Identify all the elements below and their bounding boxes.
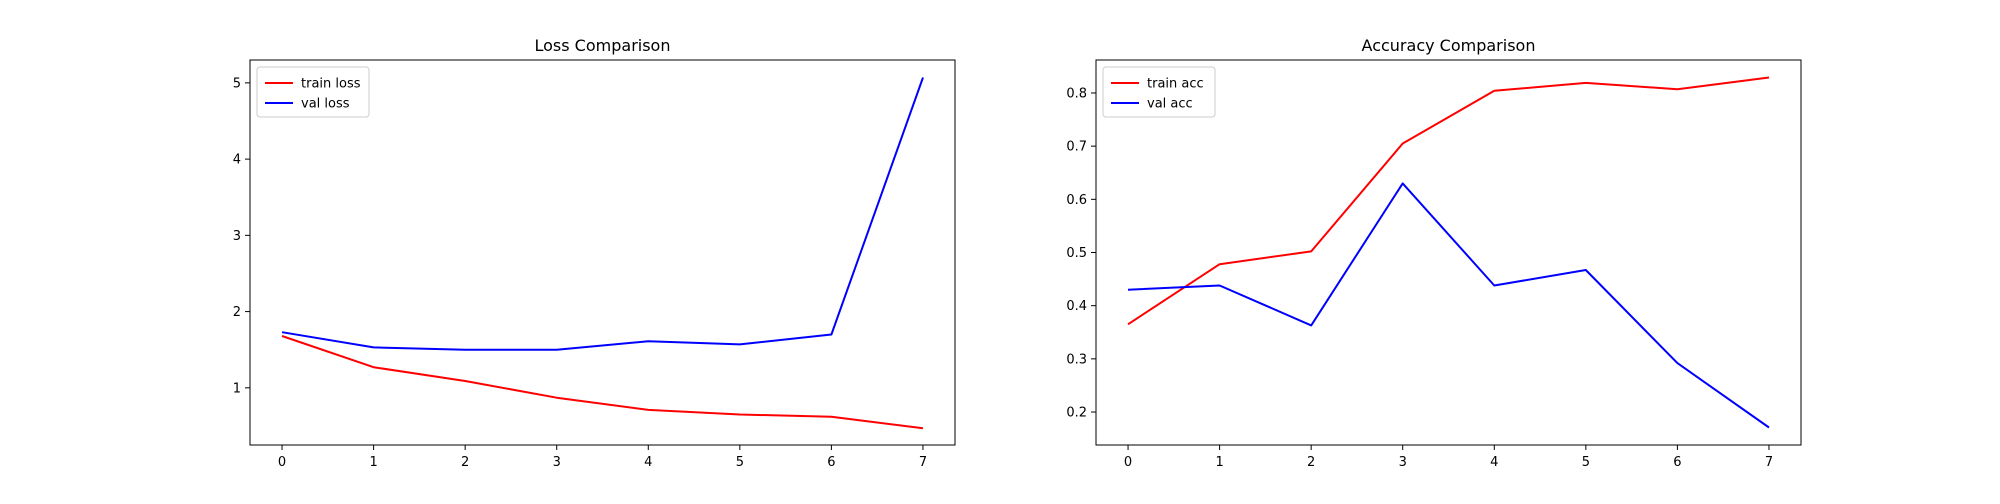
y-tick-label: 0.5 <box>1066 246 1087 261</box>
x-tick-label: 0 <box>1124 455 1132 470</box>
y-tick-label: 0.8 <box>1066 86 1087 101</box>
y-tick-label: 3 <box>233 229 241 244</box>
plot-area <box>1095 59 1802 446</box>
x-tick-label: 0 <box>278 455 286 470</box>
legend <box>1102 66 1216 118</box>
x-tick-label: 4 <box>644 455 652 470</box>
x-tick-label: 5 <box>1582 455 1590 470</box>
val-loss-line <box>281 77 924 351</box>
chart-title: Loss Comparison <box>535 36 671 55</box>
x-tick-label: 1 <box>369 455 377 470</box>
legend-label: val acc <box>1147 97 1193 112</box>
x-tick-label: 7 <box>919 455 927 470</box>
legend-label: train acc <box>1147 77 1204 92</box>
x-tick-label: 2 <box>461 455 469 470</box>
y-tick-label: 1 <box>233 381 241 396</box>
chart-title: Accuracy Comparison <box>1362 36 1536 55</box>
y-tick-label: 4 <box>233 153 241 168</box>
loss-comparison-chart: Loss Comparison 0 1 2 3 4 5 6 7 1 2 3 4 5 train loss va… <box>233 36 956 470</box>
y-tick-label: 0.2 <box>1066 406 1087 421</box>
y-tick-label: 0.7 <box>1066 140 1087 155</box>
train-loss-line <box>281 335 924 430</box>
plot-area <box>249 59 956 446</box>
x-tick-label: 1 <box>1215 455 1223 470</box>
legend-label: val loss <box>301 97 350 112</box>
x-tick-label: 4 <box>1490 455 1498 470</box>
x-tick-label: 3 <box>553 455 561 470</box>
y-tick-label: 2 <box>233 305 241 320</box>
y-tick-label: 0.6 <box>1066 193 1087 208</box>
x-tick-label: 3 <box>1399 455 1407 470</box>
x-tick-label: 6 <box>827 455 835 470</box>
y-tick-label: 0.3 <box>1066 352 1087 367</box>
x-tick-label: 5 <box>736 455 744 470</box>
y-tick-label: 0.4 <box>1066 299 1087 314</box>
accuracy-comparison-chart: Accuracy Comparison 0 1 2 3 4 5 6 7 0.2 0.3 0.4 0.5 0… <box>1066 36 1802 470</box>
val-acc-line <box>1127 182 1770 429</box>
x-tick-label: 2 <box>1307 455 1315 470</box>
x-tick-label: 6 <box>1673 455 1681 470</box>
train-acc-line <box>1127 76 1770 326</box>
legend <box>256 66 370 118</box>
x-tick-label: 7 <box>1765 455 1773 470</box>
legend-label: train loss <box>301 77 361 92</box>
y-tick-label: 5 <box>233 76 241 91</box>
